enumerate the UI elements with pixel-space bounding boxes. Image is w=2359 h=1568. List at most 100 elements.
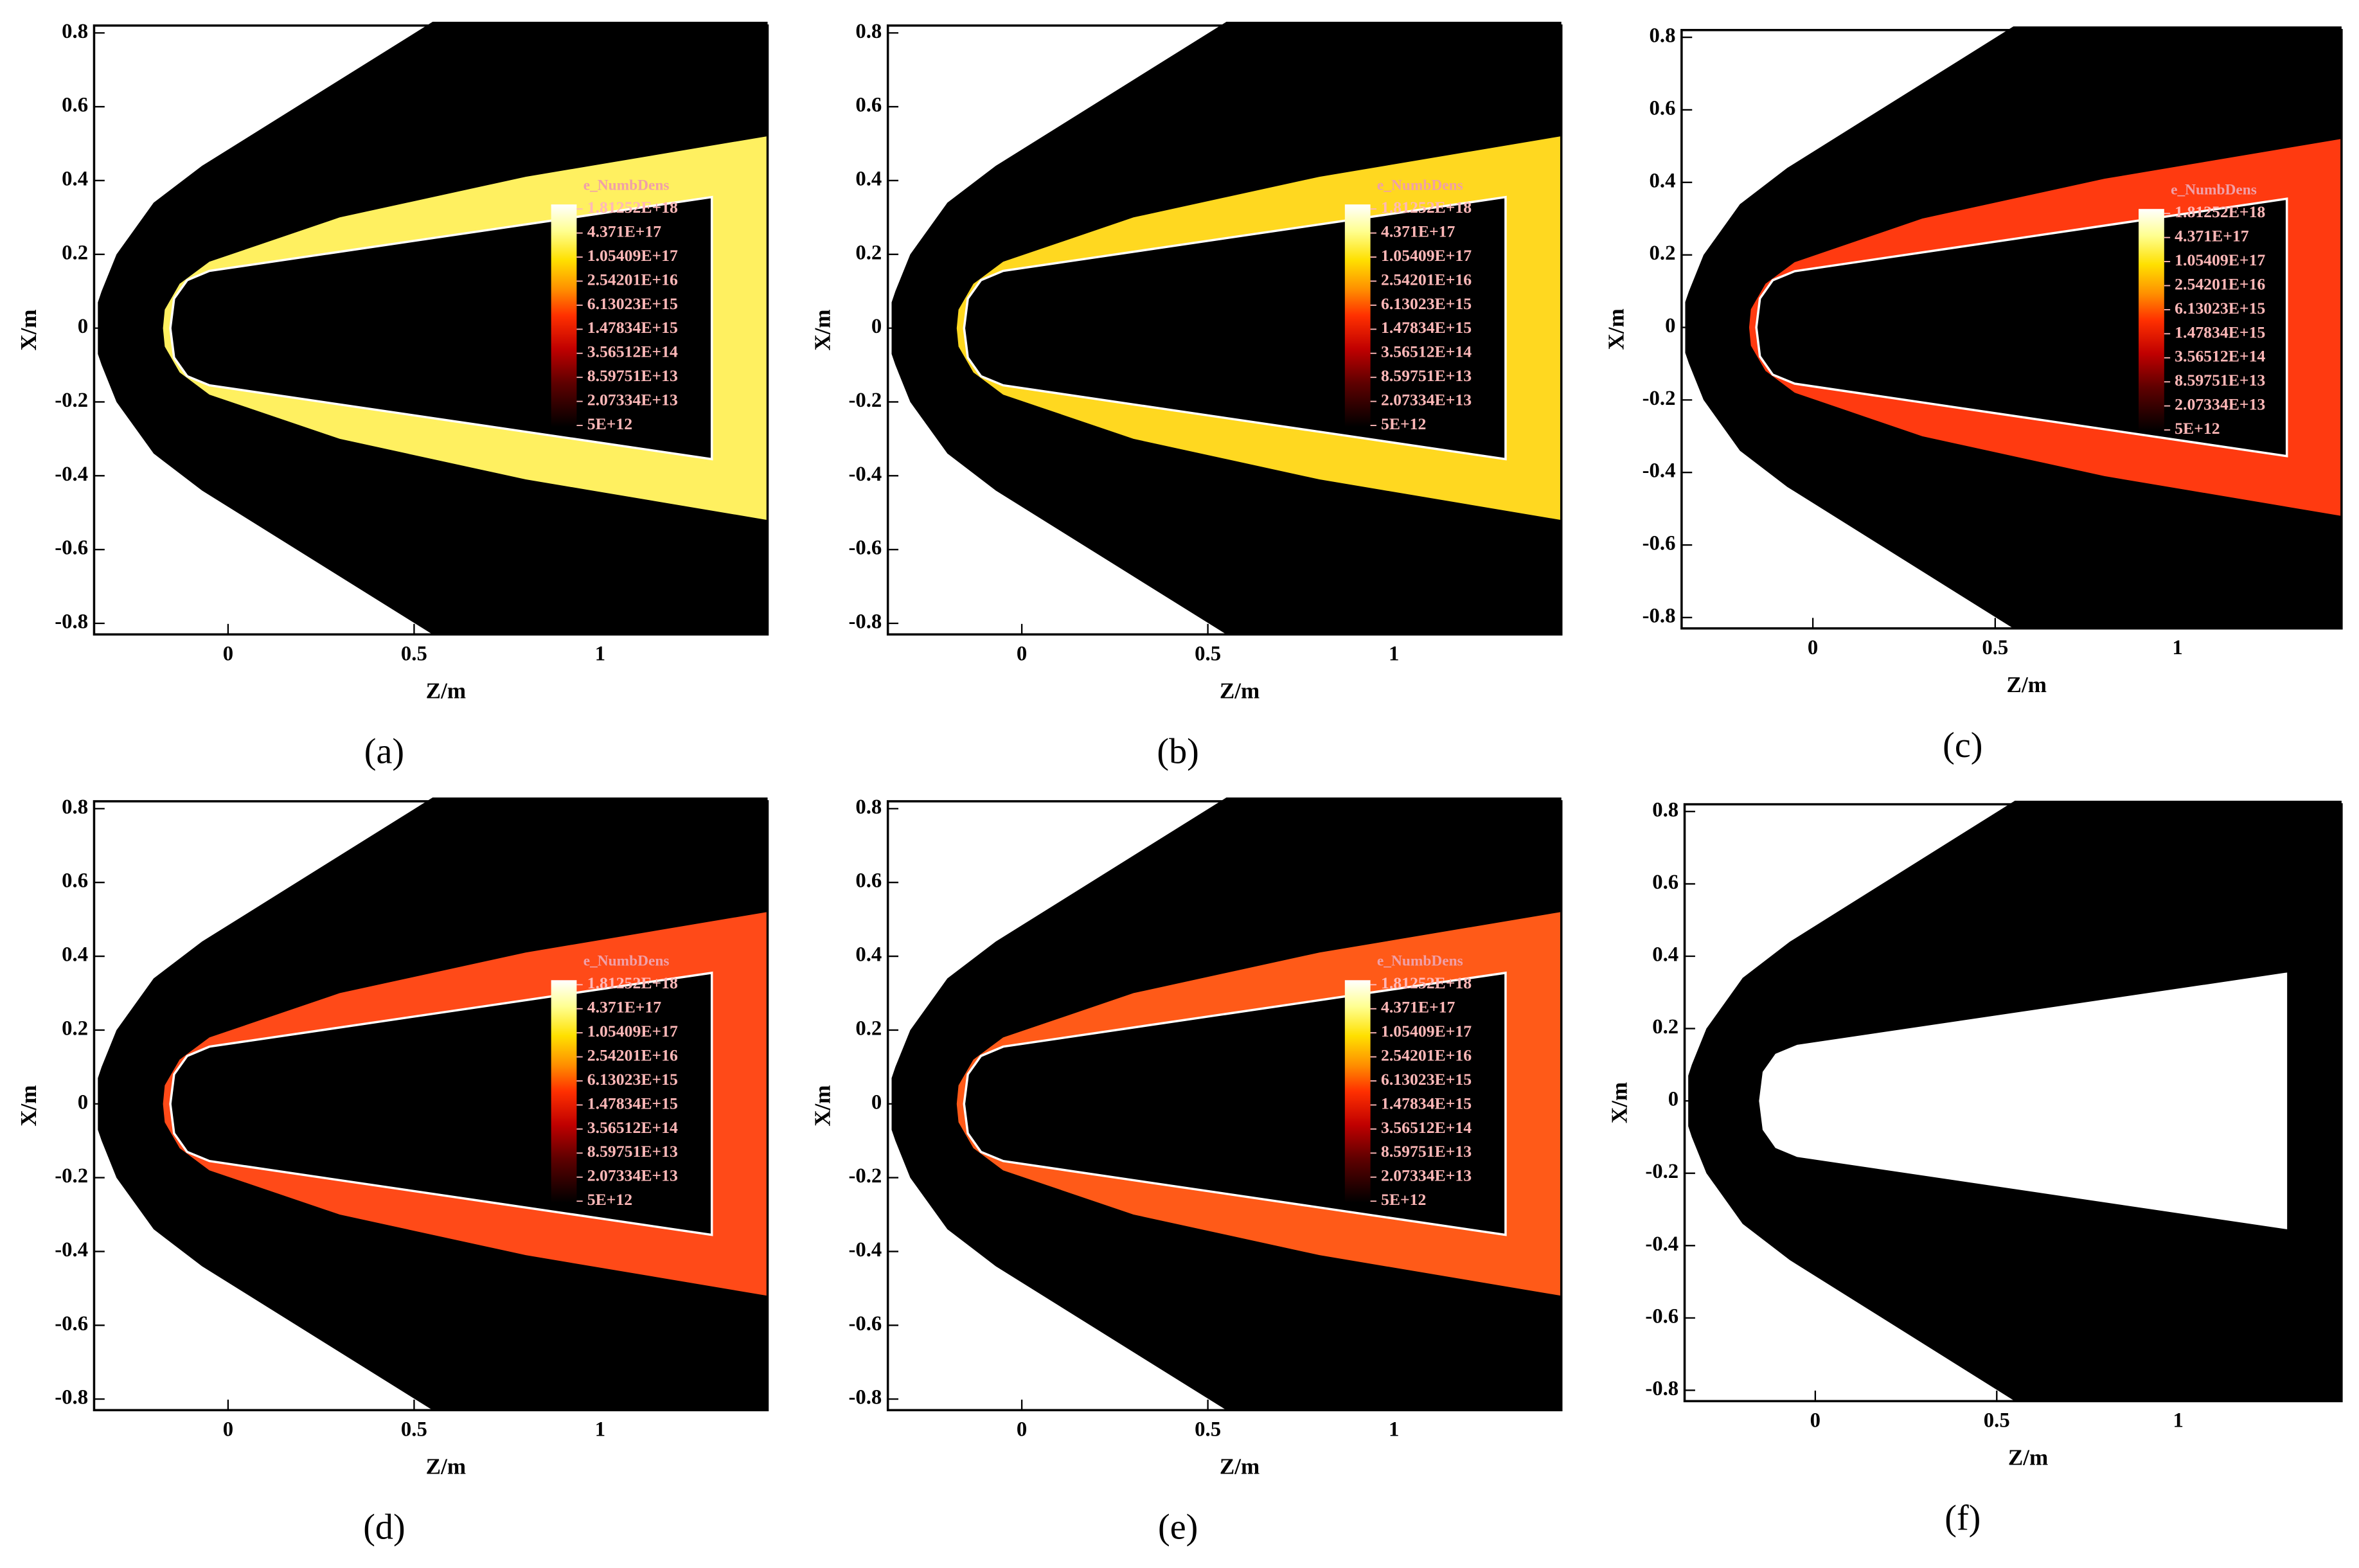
- y-tick-label: 0.4: [1652, 943, 1678, 967]
- colorbar-label: 2.54201E+16: [1381, 270, 1472, 289]
- y-tick-label: 0.4: [855, 167, 882, 190]
- colorbar-label: 2.07334E+13: [587, 1166, 678, 1185]
- y-tick-label: 0.4: [62, 943, 88, 967]
- x-axis-label: Z/m: [1220, 679, 1260, 704]
- axes-frame: [93, 24, 769, 636]
- colorbar-label: 6.13023E+15: [587, 1070, 678, 1089]
- y-tick-label: -0.4: [848, 463, 882, 486]
- axes-frame: [1680, 29, 2343, 630]
- colorbar-label: 4.371E+17: [1381, 998, 1455, 1017]
- legend-title: e_NumbDens: [583, 177, 670, 193]
- y-tick-label: 0.2: [62, 1017, 88, 1040]
- y-axis-label: X/m: [1607, 1082, 1632, 1123]
- colorbar-label: 3.56512E+14: [587, 343, 678, 361]
- y-tick-label: -0.2: [1645, 1160, 1678, 1183]
- colorbar-label: 6.13023E+15: [2175, 299, 2265, 317]
- x-tick-label: 1: [2172, 636, 2182, 659]
- colorbar-label: 2.54201E+16: [587, 270, 678, 289]
- colorbar-label: 5E+12: [587, 414, 632, 433]
- panel: -0.8 -0.6 -0.4 -0.2 0 0.2 0.4 0.6 0.8 0 0.5 1 Z/m X/m…: [810, 796, 1563, 1547]
- x-tick-label: 1: [595, 1418, 605, 1441]
- x-tick-label: 1: [1389, 642, 1399, 665]
- colorbar: [1344, 980, 1371, 1203]
- x-axis-label: Z/m: [426, 679, 466, 704]
- y-tick-label: 0: [78, 1091, 88, 1114]
- colorbar-label: 4.371E+17: [587, 222, 662, 241]
- y-axis-label: X/m: [810, 309, 835, 350]
- y-tick-label: -0.4: [1642, 459, 1676, 483]
- y-tick-label: 0: [871, 1091, 882, 1114]
- colorbar-label: 5E+12: [2175, 419, 2220, 438]
- y-tick-label: 0.2: [855, 1017, 882, 1040]
- colorbar-label: 8.59751E+13: [1381, 366, 1472, 385]
- colorbar-label: 3.56512E+14: [1381, 1118, 1472, 1137]
- y-tick-label: 0.8: [1650, 24, 1676, 48]
- legend-title: e_NumbDens: [2171, 181, 2257, 198]
- y-tick-label: 0.2: [1652, 1015, 1678, 1038]
- x-tick-label: 1: [1389, 1418, 1399, 1441]
- panel: -0.8 -0.6 -0.4 -0.2 0 0.2 0.4 0.6 0.8 0 0.5 1 Z/m X/m…: [16, 796, 769, 1547]
- y-tick-label: 0.4: [855, 943, 882, 967]
- y-tick-label: 0.2: [855, 241, 882, 264]
- y-tick-label: 0.2: [1650, 242, 1676, 265]
- y-tick-label: -0.4: [55, 463, 88, 486]
- y-tick-label: 0: [871, 315, 882, 338]
- y-tick-label: 0.8: [1652, 798, 1678, 821]
- y-tick-label: -0.2: [848, 389, 882, 412]
- x-tick-label: 0.5: [1982, 636, 2008, 659]
- colorbar-label: 4.371E+17: [1381, 222, 1455, 241]
- y-tick-label: -0.4: [55, 1238, 88, 1261]
- colorbar-label: 6.13023E+15: [1381, 294, 1472, 313]
- colorbar-label: 8.59751E+13: [1381, 1142, 1472, 1161]
- y-tick-label: -0.8: [1645, 1377, 1678, 1400]
- panel-label: (b): [1157, 731, 1198, 771]
- colorbar-label: 1.81252E+18: [1381, 974, 1472, 992]
- x-axis-label: Z/m: [2007, 672, 2047, 697]
- y-tick-label: 0.6: [62, 869, 88, 893]
- x-tick-label: 0: [1017, 1418, 1027, 1441]
- x-tick-label: 0.5: [1195, 642, 1221, 665]
- y-tick-label: -0.4: [848, 1238, 882, 1261]
- x-axis-label: Z/m: [1220, 1454, 1260, 1479]
- panel-label: (f): [1945, 1498, 1981, 1538]
- y-tick-label: -0.6: [1645, 1305, 1678, 1328]
- panel-label: (d): [363, 1507, 405, 1547]
- y-tick-label: 0.8: [855, 20, 882, 43]
- colorbar-label: 1.05409E+17: [1381, 1022, 1472, 1040]
- y-tick-label: 0.4: [1650, 169, 1676, 192]
- colorbar-label: 3.56512E+14: [1381, 343, 1472, 361]
- x-tick-label: 0: [1810, 1409, 1820, 1432]
- panel-label: (a): [364, 731, 404, 771]
- colorbar-label: 2.54201E+16: [2175, 274, 2265, 293]
- y-tick-label: 0.2: [62, 241, 88, 264]
- panel: -0.8 -0.6 -0.4 -0.2 0 0.2 0.4 0.6 0.8 0 0.5 1 Z/m X/m…: [1607, 798, 2343, 1538]
- colorbar-label: 2.54201E+16: [1381, 1046, 1472, 1065]
- colorbar-label: 4.371E+17: [587, 998, 662, 1017]
- colorbar-label: 5E+12: [1381, 1190, 1426, 1209]
- colorbar-label: 8.59751E+13: [587, 366, 678, 385]
- colorbar-label: 1.05409E+17: [587, 246, 678, 265]
- colorbar-label: 3.56512E+14: [587, 1118, 678, 1137]
- panel-label: (c): [1943, 726, 1982, 765]
- colorbar-label: 1.81252E+18: [1381, 198, 1472, 217]
- colorbar-label: 8.59751E+13: [587, 1142, 678, 1161]
- colorbar-label: 1.81252E+18: [587, 198, 678, 217]
- y-tick-label: -0.8: [1642, 604, 1676, 627]
- y-tick-label: 0.8: [62, 796, 88, 819]
- panel: -0.8 -0.6 -0.4 -0.2 0 0.2 0.4 0.6 0.8 0 0.5 1 Z/m X/m…: [16, 20, 769, 771]
- legend-title: e_NumbDens: [583, 953, 670, 970]
- y-tick-label: 0.6: [855, 94, 882, 117]
- colorbar-label: 2.54201E+16: [587, 1046, 678, 1065]
- x-tick-label: 0: [223, 1418, 233, 1441]
- colorbar-label: 1.05409E+17: [2175, 251, 2265, 269]
- panel: -0.8 -0.6 -0.4 -0.2 0 0.2 0.4 0.6 0.8 0 0.5 1 Z/m X/m…: [1604, 24, 2343, 765]
- y-tick-label: -0.2: [55, 1164, 88, 1188]
- colorbar-label: 4.371E+17: [2175, 227, 2249, 245]
- y-tick-label: 0.6: [1652, 871, 1678, 894]
- colorbar: [551, 204, 577, 427]
- y-tick-label: -0.2: [848, 1164, 882, 1188]
- y-tick-label: -0.4: [1645, 1233, 1678, 1256]
- y-tick-label: -0.6: [1642, 532, 1676, 555]
- legend-title: e_NumbDens: [1377, 953, 1463, 970]
